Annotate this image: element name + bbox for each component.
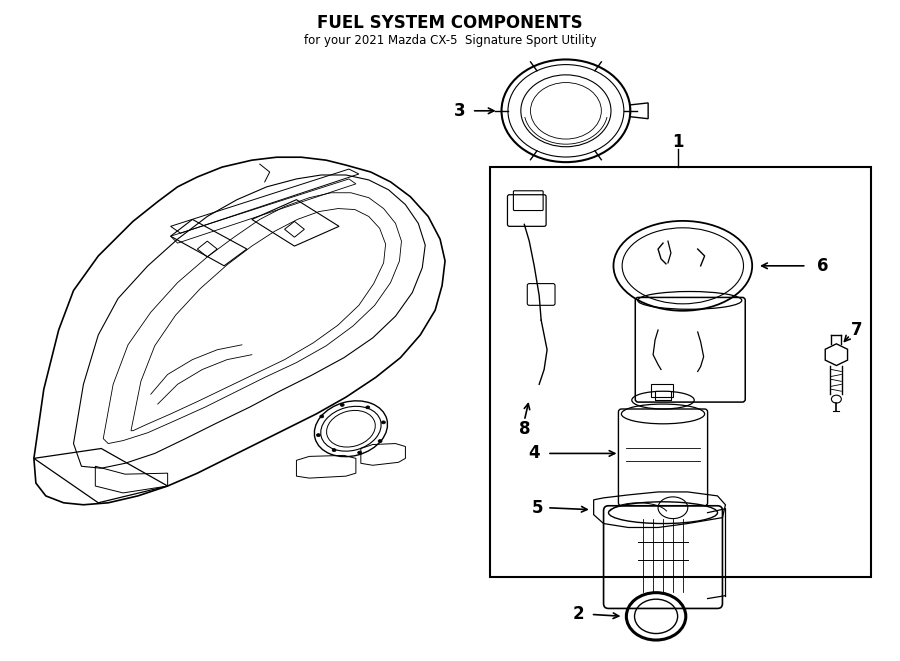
Text: for your 2021 Mazda CX-5  Signature Sport Utility: for your 2021 Mazda CX-5 Signature Sport… <box>303 34 597 47</box>
Ellipse shape <box>382 421 385 424</box>
Text: 1: 1 <box>672 134 684 151</box>
Text: 6: 6 <box>816 257 828 275</box>
Text: FUEL SYSTEM COMPONENTS: FUEL SYSTEM COMPONENTS <box>317 14 583 32</box>
Ellipse shape <box>357 451 362 454</box>
Text: 3: 3 <box>454 102 465 120</box>
Ellipse shape <box>365 406 370 409</box>
Text: 7: 7 <box>851 321 863 339</box>
Bar <box>651 384 673 397</box>
Ellipse shape <box>332 449 336 451</box>
Bar <box>490 167 871 577</box>
Ellipse shape <box>320 415 324 418</box>
Ellipse shape <box>378 440 382 443</box>
Text: 8: 8 <box>518 420 530 438</box>
Text: 4: 4 <box>528 444 540 463</box>
Ellipse shape <box>317 434 320 437</box>
Text: 2: 2 <box>573 605 585 623</box>
Text: 5: 5 <box>531 499 543 517</box>
Ellipse shape <box>340 403 344 407</box>
